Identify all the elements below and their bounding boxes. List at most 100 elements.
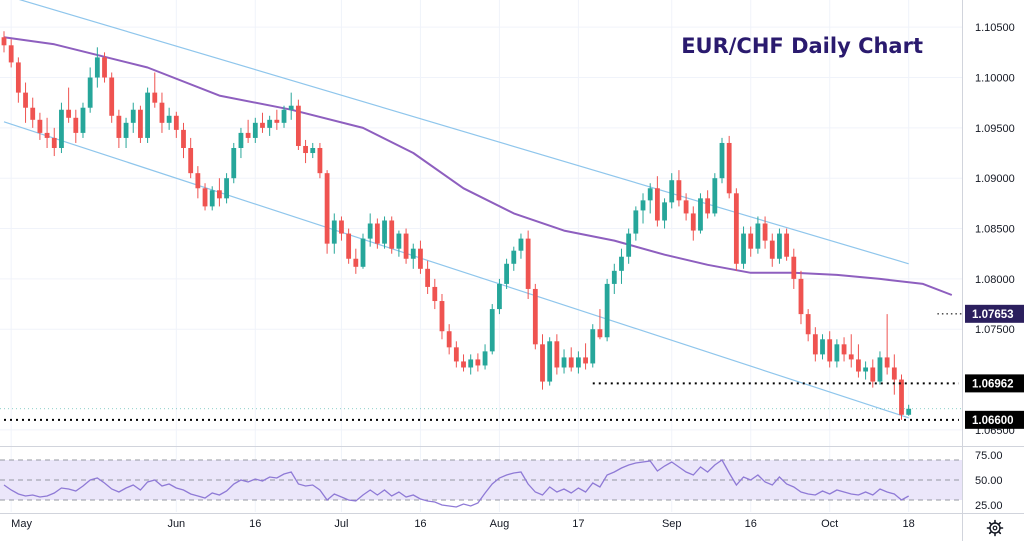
candle xyxy=(353,248,359,274)
candle xyxy=(769,233,775,267)
candle xyxy=(647,183,653,214)
candle-body xyxy=(461,361,466,368)
candle-body xyxy=(94,57,100,78)
candle xyxy=(604,278,610,342)
candle-body xyxy=(23,92,28,108)
price-badge xyxy=(965,374,1024,393)
candle-body xyxy=(482,351,488,366)
candle-body xyxy=(123,122,129,138)
candle xyxy=(152,72,158,108)
candle xyxy=(403,228,409,264)
price-badge-label: 1.06962 xyxy=(972,378,1014,390)
candle xyxy=(899,374,904,420)
candles-layer xyxy=(1,31,912,420)
candle-body xyxy=(173,115,179,130)
candle-body xyxy=(518,238,524,251)
candle-body xyxy=(497,283,502,310)
candle xyxy=(346,228,352,264)
candle xyxy=(654,176,660,227)
candle xyxy=(310,142,316,159)
candle-body xyxy=(281,109,287,123)
candle-body xyxy=(769,240,775,259)
candle xyxy=(145,87,150,143)
candle-body xyxy=(231,147,237,179)
candle xyxy=(238,127,244,159)
candle xyxy=(367,213,373,247)
candle xyxy=(324,170,330,254)
candle-body xyxy=(446,331,452,348)
candle-body xyxy=(669,180,675,203)
candle-body xyxy=(418,248,423,269)
candle xyxy=(260,112,265,133)
candle xyxy=(159,92,165,133)
candle xyxy=(73,109,79,143)
candle-body xyxy=(159,102,165,123)
candle xyxy=(583,343,588,370)
time-tick-label: Aug xyxy=(490,518,510,530)
candle xyxy=(374,218,380,249)
candle-body xyxy=(604,283,610,338)
candle-body xyxy=(260,122,265,128)
candle-body xyxy=(690,213,696,231)
candle xyxy=(453,341,459,368)
candle xyxy=(820,334,825,360)
candle xyxy=(848,334,854,368)
time-tick-label: Jun xyxy=(167,518,185,530)
candle xyxy=(224,173,229,204)
candle xyxy=(798,270,804,325)
candle xyxy=(331,213,337,254)
candle-body xyxy=(489,309,495,352)
candle xyxy=(130,102,136,133)
price-badge-label: 1.07653 xyxy=(972,309,1014,321)
candle-body xyxy=(554,341,560,368)
grid-layer xyxy=(0,0,962,512)
candle-body xyxy=(224,178,229,199)
candle-body xyxy=(468,359,474,368)
candle xyxy=(188,137,194,179)
settings-gear-icon[interactable] xyxy=(986,519,1004,537)
candle-body xyxy=(396,233,402,249)
time-tick-label: 16 xyxy=(745,518,757,530)
candle-body xyxy=(188,147,194,174)
candle-body xyxy=(583,357,588,364)
candle-body xyxy=(295,105,301,146)
candle-body xyxy=(145,92,150,138)
candle-body xyxy=(504,263,509,284)
candle-body xyxy=(511,250,517,264)
candle xyxy=(317,142,323,179)
candle-body xyxy=(626,233,632,257)
price-badge xyxy=(965,304,1024,323)
candle-body xyxy=(547,341,553,382)
candle-body xyxy=(245,132,251,138)
candle xyxy=(891,354,897,395)
candle-body xyxy=(597,329,603,338)
candle xyxy=(123,117,129,148)
candle xyxy=(209,186,215,211)
candle xyxy=(590,324,596,368)
candle xyxy=(712,173,718,217)
candle-body xyxy=(805,314,811,335)
candle-body xyxy=(360,238,366,267)
rsi-tick-label: 25.00 xyxy=(975,500,1003,512)
candle xyxy=(51,127,57,157)
candle xyxy=(102,52,107,83)
candle-body xyxy=(827,339,833,362)
candle-body xyxy=(389,220,395,249)
price-tick-label: 1.08000 xyxy=(975,274,1015,286)
candle xyxy=(698,193,703,234)
candle xyxy=(791,248,797,289)
candle xyxy=(676,170,682,207)
candle xyxy=(755,216,761,254)
candle xyxy=(511,246,517,271)
candle-body xyxy=(346,233,352,259)
candle xyxy=(554,334,560,375)
candle-body xyxy=(8,45,14,63)
candle xyxy=(884,314,890,375)
rsi-tick-label: 75.00 xyxy=(975,450,1003,462)
chart-title: EUR/CHF Daily Chart xyxy=(681,34,923,58)
candle xyxy=(109,72,115,123)
candle xyxy=(23,82,28,123)
candle-body xyxy=(841,344,847,355)
candle xyxy=(231,142,237,184)
candle xyxy=(432,278,438,310)
